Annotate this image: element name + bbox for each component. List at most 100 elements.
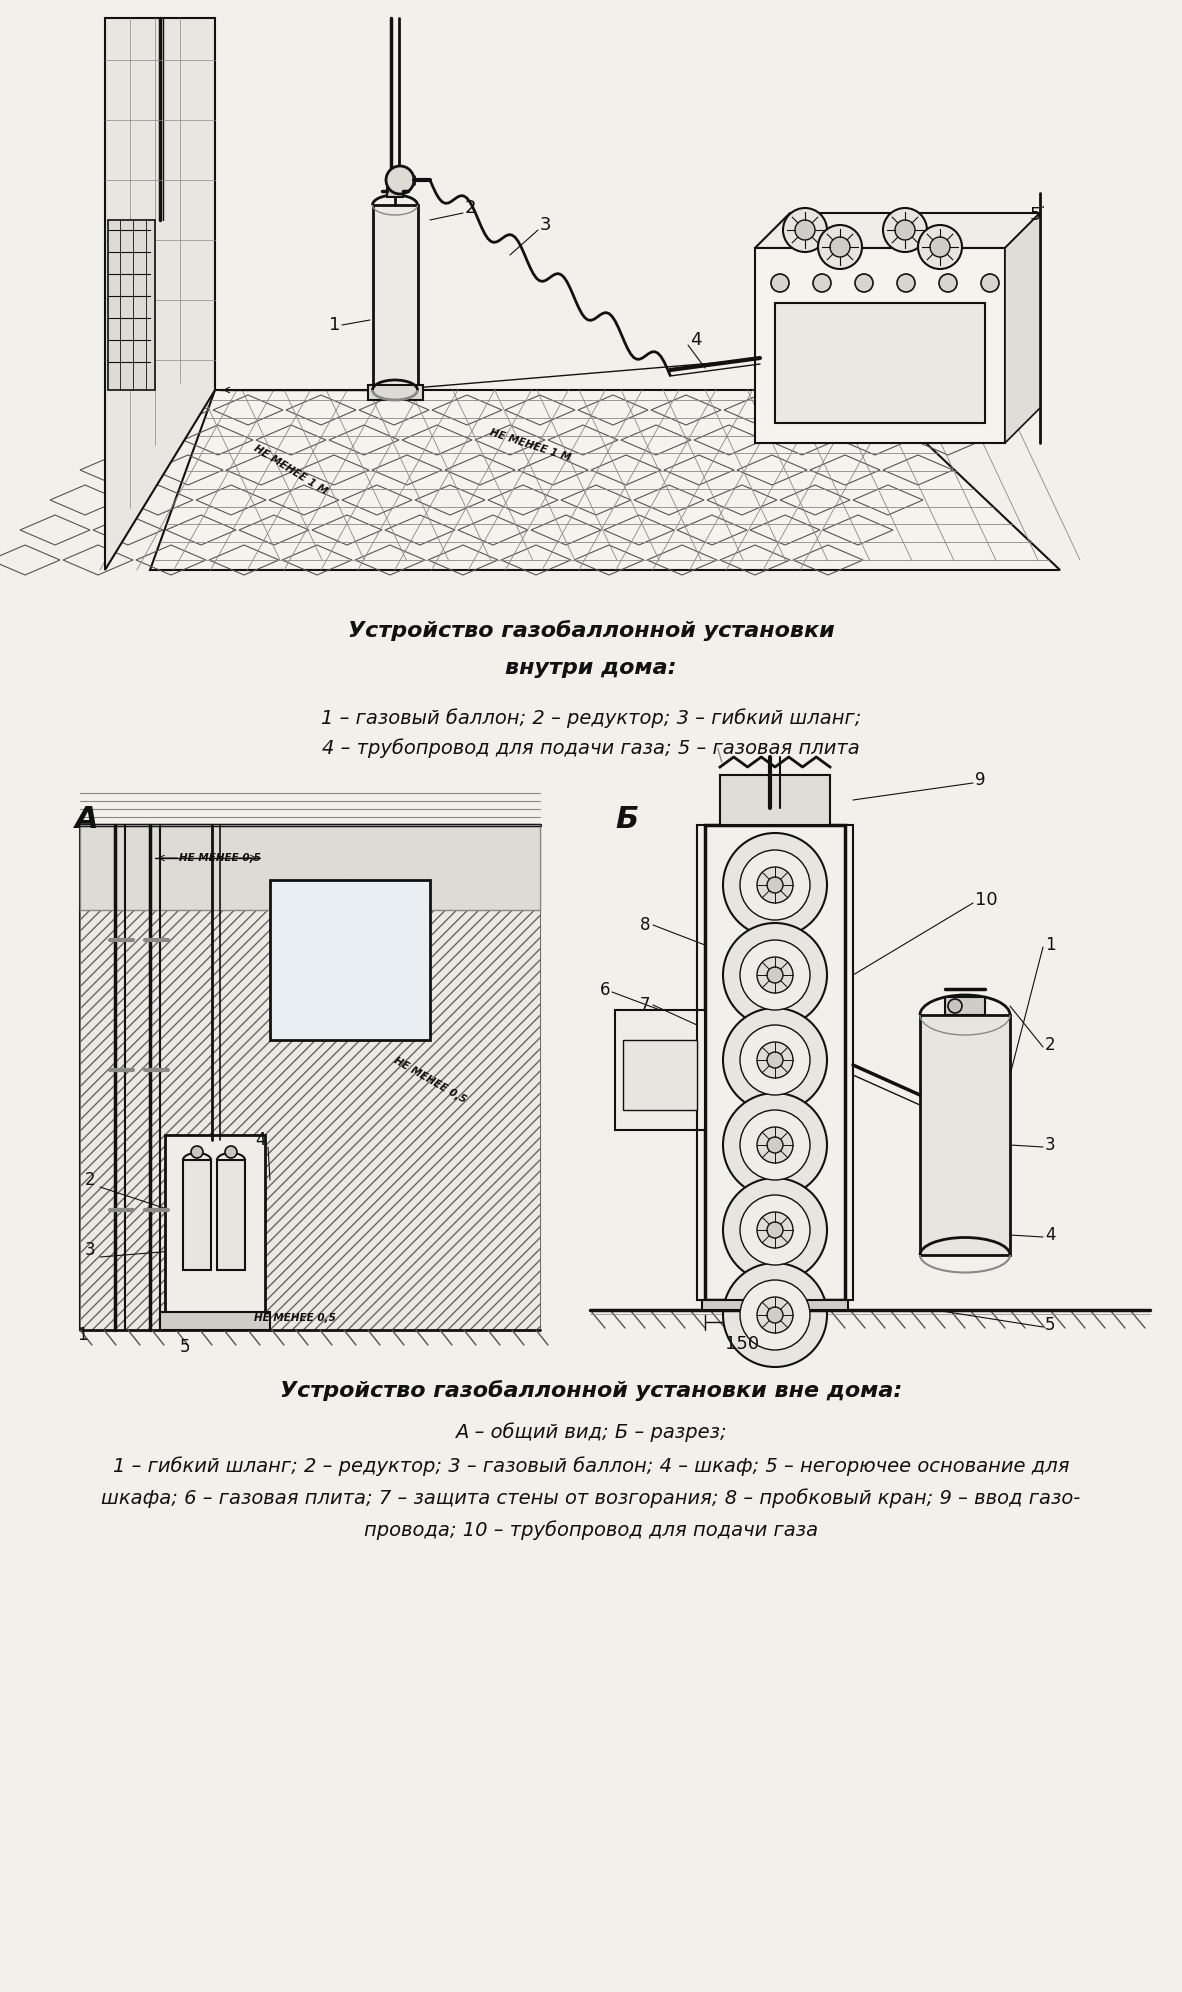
Text: 2: 2 xyxy=(85,1171,96,1189)
Circle shape xyxy=(981,275,999,293)
Circle shape xyxy=(767,966,782,982)
Text: шкафа; 6 – газовая плита; 7 – защита стены от возгорания; 8 – пробковый кран; 9 : шкафа; 6 – газовая плита; 7 – защита сте… xyxy=(102,1488,1080,1508)
Circle shape xyxy=(948,1000,962,1014)
Circle shape xyxy=(723,1094,827,1197)
Circle shape xyxy=(740,940,810,1010)
Text: 2: 2 xyxy=(1045,1036,1056,1054)
Bar xyxy=(374,205,418,390)
Text: 5: 5 xyxy=(1045,1317,1056,1335)
Text: 4: 4 xyxy=(690,331,701,349)
Circle shape xyxy=(225,1145,238,1157)
Circle shape xyxy=(723,1008,827,1112)
Circle shape xyxy=(756,1211,793,1249)
Circle shape xyxy=(895,219,915,239)
Circle shape xyxy=(756,867,793,902)
Bar xyxy=(702,1301,847,1311)
Circle shape xyxy=(883,207,927,253)
Circle shape xyxy=(930,237,950,257)
Circle shape xyxy=(756,1042,793,1078)
Text: 4: 4 xyxy=(1045,1225,1056,1243)
Text: Б: Б xyxy=(615,805,638,835)
Text: 3: 3 xyxy=(1045,1135,1056,1153)
Polygon shape xyxy=(105,18,215,570)
Text: ·: · xyxy=(1041,201,1045,215)
Text: НЕ МЕНЕЕ 0,5: НЕ МЕНЕЕ 0,5 xyxy=(178,853,261,863)
Text: НЕ МЕНЕЕ 1 М: НЕ МЕНЕЕ 1 М xyxy=(488,426,572,462)
Bar xyxy=(775,303,985,422)
Text: Устройство газобаллонной установки вне дома:: Устройство газобаллонной установки вне д… xyxy=(280,1380,902,1400)
Circle shape xyxy=(918,225,962,269)
Polygon shape xyxy=(150,390,1060,570)
Circle shape xyxy=(782,207,827,253)
Polygon shape xyxy=(80,825,540,1331)
Bar xyxy=(165,1135,265,1315)
Bar xyxy=(368,384,423,400)
Bar xyxy=(160,1313,269,1331)
Polygon shape xyxy=(80,825,540,910)
Text: 8: 8 xyxy=(639,916,650,934)
Bar xyxy=(623,1040,697,1110)
Text: 5: 5 xyxy=(1030,205,1041,223)
Circle shape xyxy=(723,1177,827,1283)
Circle shape xyxy=(767,876,782,892)
Text: 4: 4 xyxy=(255,1131,265,1149)
Text: \: \ xyxy=(717,745,723,765)
Circle shape xyxy=(795,219,816,239)
Text: 5: 5 xyxy=(180,1339,190,1357)
Circle shape xyxy=(723,1263,827,1367)
Text: 1 – газовый баллон; 2 – редуктор; 3 – гибкий шланг;: 1 – газовый баллон; 2 – редуктор; 3 – ги… xyxy=(320,707,862,727)
Bar xyxy=(183,1159,212,1271)
Bar xyxy=(944,998,985,1016)
Text: 9: 9 xyxy=(975,771,986,789)
Polygon shape xyxy=(1005,213,1040,442)
Text: 6: 6 xyxy=(600,980,610,1000)
Text: 150: 150 xyxy=(725,1335,759,1353)
Text: 3: 3 xyxy=(540,215,552,233)
Circle shape xyxy=(756,1127,793,1163)
Text: 2: 2 xyxy=(465,199,476,217)
Circle shape xyxy=(830,237,850,257)
Circle shape xyxy=(813,275,831,293)
Polygon shape xyxy=(108,219,155,390)
Text: 10: 10 xyxy=(975,890,998,908)
Bar xyxy=(217,1159,245,1271)
Circle shape xyxy=(767,1221,782,1237)
Bar xyxy=(387,185,403,197)
Circle shape xyxy=(767,1307,782,1323)
Text: 1 – гибкий шланг; 2 – редуктор; 3 – газовый баллон; 4 – шкаф; 5 – негорючее осно: 1 – гибкий шланг; 2 – редуктор; 3 – газо… xyxy=(112,1456,1070,1476)
Circle shape xyxy=(740,1195,810,1265)
Text: А – общий вид; Б – разрез;: А – общий вид; Б – разрез; xyxy=(455,1422,727,1442)
Circle shape xyxy=(771,275,790,293)
Circle shape xyxy=(818,225,862,269)
Text: 7: 7 xyxy=(639,996,650,1014)
Text: НЕ МЕНЕЕ 0,5: НЕ МЕНЕЕ 0,5 xyxy=(392,1056,468,1106)
Circle shape xyxy=(767,1137,782,1153)
Circle shape xyxy=(740,1281,810,1351)
Text: 3: 3 xyxy=(85,1241,96,1259)
Text: 1: 1 xyxy=(329,317,340,335)
Text: провода; 10 – трубопровод для подачи газа: провода; 10 – трубопровод для подачи газ… xyxy=(364,1520,818,1540)
Bar xyxy=(704,825,845,1301)
Text: Устройство газобаллонной установки: Устройство газобаллонной установки xyxy=(348,620,834,641)
Circle shape xyxy=(897,275,915,293)
Circle shape xyxy=(191,1145,203,1157)
Circle shape xyxy=(740,851,810,920)
Circle shape xyxy=(387,165,414,193)
Polygon shape xyxy=(150,390,1060,570)
Bar xyxy=(755,247,1005,442)
Bar xyxy=(920,1016,1009,1255)
Circle shape xyxy=(723,922,827,1028)
Bar xyxy=(80,825,540,1331)
Circle shape xyxy=(740,1110,810,1179)
Circle shape xyxy=(855,275,873,293)
Text: НЕ МЕНЕЕ 1 М: НЕ МЕНЕЕ 1 М xyxy=(252,444,329,496)
Text: 1: 1 xyxy=(77,1327,87,1345)
Text: 1: 1 xyxy=(1045,936,1056,954)
Circle shape xyxy=(767,1052,782,1068)
Circle shape xyxy=(756,1297,793,1333)
Text: А: А xyxy=(74,805,98,835)
Polygon shape xyxy=(755,213,1040,247)
Bar xyxy=(720,775,830,825)
Circle shape xyxy=(756,956,793,992)
Bar xyxy=(615,1010,704,1129)
